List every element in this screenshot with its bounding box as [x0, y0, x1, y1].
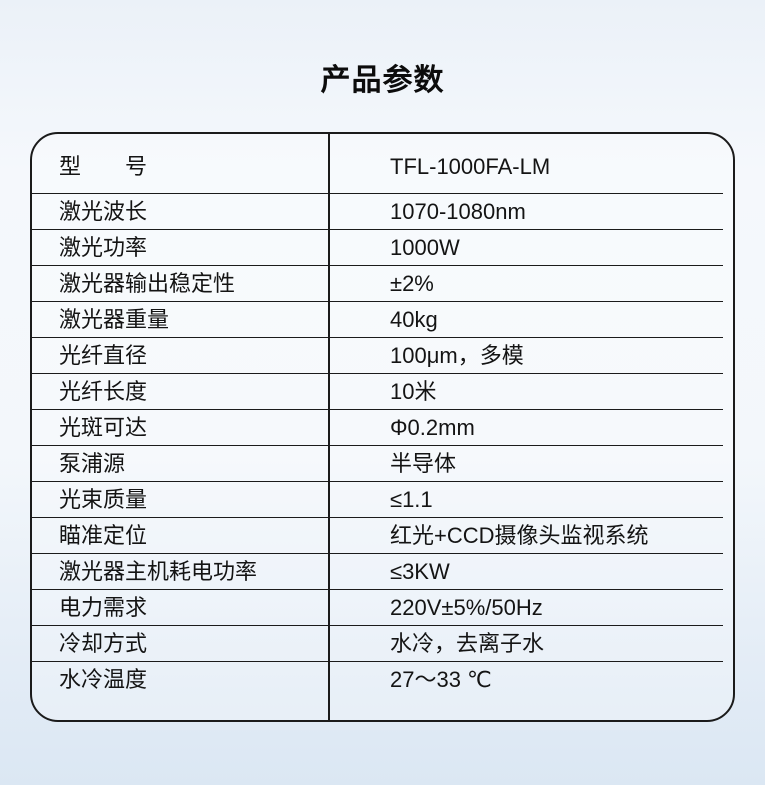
table-row: 光斑可达 Φ0.2mm	[32, 410, 723, 446]
table-row: 水冷温度 27～33 ℃	[32, 662, 723, 697]
page-title: 产品参数	[320, 64, 445, 97]
spec-label: 泵浦源	[59, 450, 126, 476]
spec-label: 瞄准定位	[59, 522, 148, 548]
spec-table-rows: 型 号 TFL-1000FA-LM 激光波长 1070-1080nm 激光功率 1000W…	[32, 134, 733, 720]
spec-value: 半导体	[390, 450, 457, 476]
spec-value: 1070-1080nm	[390, 198, 526, 224]
spec-value: ±2%	[390, 270, 434, 296]
spec-label: 激光功率	[59, 234, 148, 260]
spec-value: 220V±5%/50Hz	[390, 594, 543, 620]
spec-label: 激光器重量	[59, 306, 170, 332]
spec-label: 光纤长度	[59, 378, 148, 404]
table-row: 光束质量 ≤1.1	[32, 482, 723, 518]
table-row: 瞄准定位 红光+CCD摄像头监视系统	[32, 518, 723, 554]
spec-label: 光束质量	[59, 486, 148, 512]
spec-label: 激光波长	[59, 198, 148, 224]
table-row: 激光波长 1070-1080nm	[32, 194, 723, 230]
table-row: 冷却方式 水冷，去离子水	[32, 626, 723, 662]
spec-value: 100μm，多模	[390, 342, 524, 368]
spec-label: 激光器输出稳定性	[59, 270, 236, 296]
table-row: 电力需求 220V±5%/50Hz	[32, 590, 723, 626]
table-row: 激光器输出稳定性 ±2%	[32, 266, 723, 302]
spec-label: 型 号	[59, 153, 148, 179]
table-row: 光纤长度 10米	[32, 374, 723, 410]
table-row: 激光器重量 40kg	[32, 302, 723, 338]
spec-value: ≤1.1	[390, 486, 433, 512]
spec-value: 红光+CCD摄像头监视系统	[390, 522, 649, 548]
spec-value: 10米	[390, 378, 437, 404]
spec-label: 激光器主机耗电功率	[59, 558, 258, 584]
table-row: 型 号 TFL-1000FA-LM	[32, 134, 723, 194]
spec-value: 1000W	[390, 234, 460, 260]
spec-value: 27～33 ℃	[390, 666, 492, 692]
column-divider	[328, 134, 330, 720]
table-row: 激光功率 1000W	[32, 230, 723, 266]
spec-label: 光纤直径	[59, 342, 148, 368]
table-row: 激光器主机耗电功率 ≤3KW	[32, 554, 723, 590]
spec-label: 光斑可达	[59, 414, 148, 440]
spec-value: 水冷，去离子水	[390, 630, 545, 656]
spec-label: 冷却方式	[59, 630, 148, 656]
table-row: 泵浦源 半导体	[32, 446, 723, 482]
table-row: 光纤直径 100μm，多模	[32, 338, 723, 374]
spec-table: 型 号 TFL-1000FA-LM 激光波长 1070-1080nm 激光功率 1000W…	[30, 132, 735, 722]
spec-value: 40kg	[390, 306, 438, 332]
spec-value: Φ0.2mm	[390, 414, 475, 440]
spec-value: TFL-1000FA-LM	[390, 153, 551, 179]
spec-value: ≤3KW	[390, 558, 450, 584]
spec-label: 水冷温度	[59, 666, 148, 692]
spec-label: 电力需求	[59, 594, 148, 620]
